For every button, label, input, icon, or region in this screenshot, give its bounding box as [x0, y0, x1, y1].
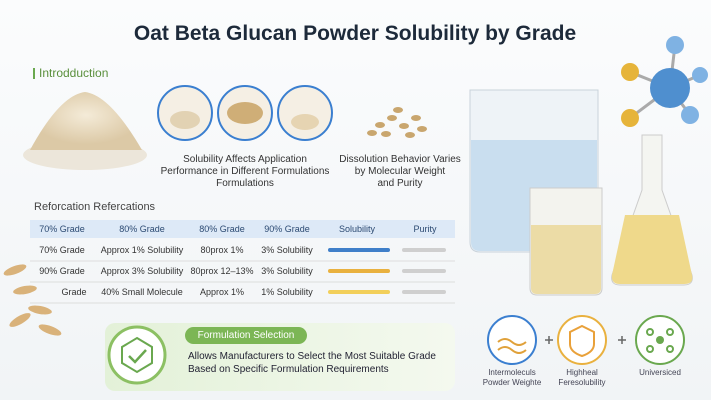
table-header: Solubility: [338, 224, 376, 234]
table-cell: 3% Solubility: [261, 266, 313, 276]
table-header: 70% Grade: [39, 224, 85, 234]
title: Oat Beta Glucan Powder Solubility by Gra…: [133, 22, 577, 45]
text-line: Highheal: [566, 368, 598, 377]
caption: Solubility Affects Application Performanc…: [161, 154, 330, 190]
text-line: Solubility Affects Application: [183, 154, 307, 165]
table-cell: Approx 1% Solubility: [100, 245, 184, 255]
text-line: Allows Manufacturers to Select the Most …: [188, 351, 436, 362]
table-header: 80% Grade: [119, 224, 165, 234]
selection-icon: [107, 325, 167, 385]
oat-stalks: [3, 264, 62, 336]
molecule: [621, 36, 708, 127]
text-line: by Molecular Weight: [354, 166, 446, 177]
selection-label: Formulation Selection: [197, 330, 295, 341]
text-line: Universiced: [639, 368, 681, 377]
text-line: Powder Weighte: [482, 378, 542, 387]
table-cell: 80prox 12–13%: [190, 266, 254, 276]
selection-pill: [185, 327, 307, 344]
feature-label: Highheal Feresolubility: [558, 368, 605, 388]
oat-grains: [367, 107, 427, 138]
text-line: and Purity: [377, 178, 423, 189]
table-header: 80% Grade: [199, 224, 245, 234]
feature-icons: [487, 315, 685, 365]
table-cell: 90% Grade: [39, 266, 85, 276]
feature-label: Intermoleculs Powder Weighte: [483, 368, 542, 388]
text-line: Dissolution Behavior Varies: [339, 154, 461, 165]
table-header: 90% Grade: [264, 224, 310, 234]
intro-marker: [33, 68, 35, 79]
powder-bowl: [23, 92, 147, 170]
table-cell: Approx 3% Solubility: [100, 266, 184, 276]
text-line: Formulations: [216, 178, 274, 189]
feature-label: Universiced: [639, 368, 681, 378]
text-line: Performance in Different Formulations: [160, 166, 330, 177]
table-header: Purity: [413, 224, 437, 234]
text-line: Feresolubility: [558, 378, 606, 387]
thumbnails: [157, 85, 333, 141]
table-frame: [30, 220, 455, 304]
table-cell: 70% Grade: [39, 245, 85, 255]
selection-text: Allows Manufacturers to Select the Most …: [188, 350, 436, 376]
table-cell: 80prox 1%: [200, 245, 244, 255]
table-cell: 3% Solubility: [261, 245, 313, 255]
text-line: Intermoleculs: [488, 368, 536, 377]
table-cell: Grade: [61, 287, 87, 297]
table-cell: 40% Small Molecule: [101, 287, 183, 297]
table-cell: 1% Solubility: [261, 287, 313, 297]
text-line: Based on Specific Formulation Requiremen…: [188, 364, 389, 375]
lab-glass: [469, 89, 693, 296]
table-cell: Approx 1%: [199, 287, 245, 297]
section-label: Introdduction: [39, 66, 109, 80]
caption: Dissolution Behavior Varies by Molecular …: [339, 154, 461, 190]
table-title: Reforcation Refercations: [34, 201, 156, 213]
